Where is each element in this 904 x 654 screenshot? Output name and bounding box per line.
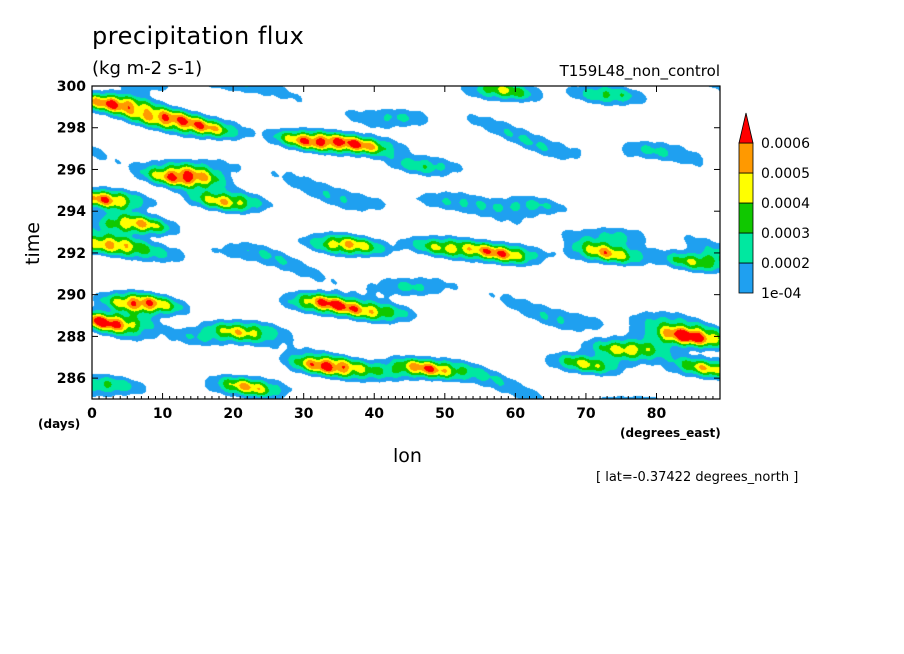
- contour-field: [92, 86, 720, 399]
- colorbar: 1e-04 0.0002 0.0003 0.0004 0.0005 0.0006: [738, 112, 810, 302]
- y-tick-label: 292: [57, 246, 86, 262]
- colorbar-segment: [738, 172, 754, 204]
- y-tick-label: 286: [57, 371, 86, 387]
- y-tick-label: 294: [57, 204, 86, 220]
- y-tick-label: 300: [57, 79, 86, 95]
- plot-frame: [91, 85, 721, 400]
- x-tick-label: 80: [647, 406, 667, 422]
- latitude-footnote: [ lat=-0.37422 degrees_north ]: [596, 470, 799, 485]
- y-tick-label: 288: [57, 329, 86, 345]
- colorbar-label: 1e-04: [761, 286, 801, 302]
- y-axis-unit: (days): [38, 417, 81, 431]
- x-tick-label: 70: [576, 406, 596, 422]
- colorbar-label: 0.0006: [761, 136, 810, 152]
- x-tick-label: 50: [435, 406, 455, 422]
- y-tick-label: 298: [57, 121, 86, 137]
- plot-area: [92, 86, 720, 399]
- colorbar-segment: [738, 142, 754, 174]
- colorbar-extend-arrow: [738, 112, 754, 144]
- x-tick-label: 10: [153, 406, 173, 422]
- x-tick-label: 30: [294, 406, 314, 422]
- chart-title: precipitation flux: [92, 22, 305, 50]
- run-label: T159L48_non_control: [559, 62, 720, 80]
- colorbar-label: 0.0004: [761, 196, 810, 212]
- chart-units: (kg m-2 s-1): [92, 58, 203, 79]
- x-axis-label: lon: [393, 445, 422, 467]
- colorbar-label: 0.0003: [761, 226, 810, 242]
- x-tick-label: 40: [365, 406, 385, 422]
- colorbar-segment: [738, 262, 754, 294]
- colorbar-segment: [738, 232, 754, 264]
- colorbar-label: 0.0005: [761, 166, 810, 182]
- colorbar-segment: [738, 202, 754, 234]
- x-tick-label: 20: [223, 406, 243, 422]
- x-axis-unit: (degrees_east): [620, 426, 721, 440]
- x-tick-label: 60: [506, 406, 526, 422]
- axes: 0 10 20 30 40 50 60 70 80 286 288 290 292 294 296 298 30…: [57, 79, 721, 422]
- x-tick-label: 0: [87, 406, 97, 422]
- y-tick-label: 296: [57, 162, 86, 178]
- y-tick-label: 290: [57, 288, 86, 304]
- colorbar-label: 0.0002: [761, 256, 810, 272]
